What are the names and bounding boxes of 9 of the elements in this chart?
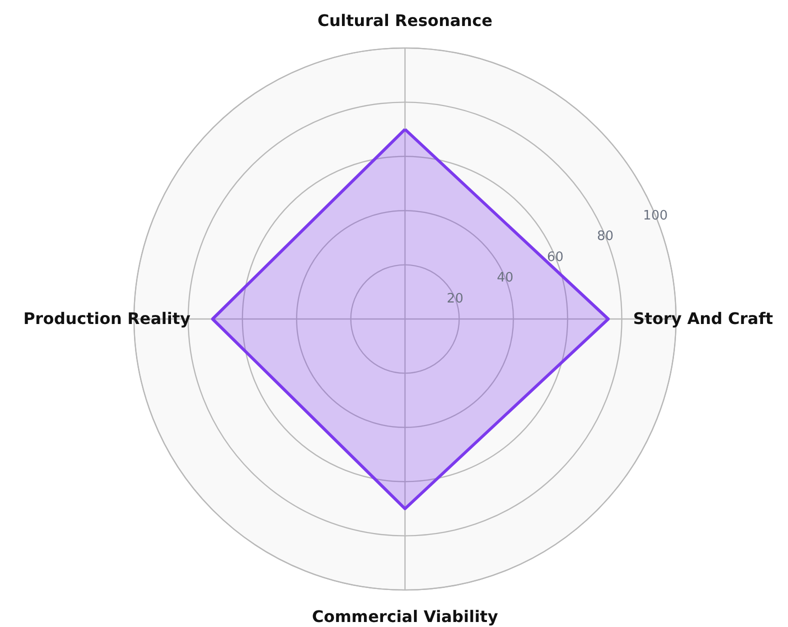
spoke-label: Cultural Resonance <box>318 10 493 30</box>
y-tick-label: 80 <box>597 229 614 244</box>
y-tick-label: 40 <box>496 270 514 286</box>
y-tick-label: 100 <box>642 208 668 224</box>
y-tick-label: 20 <box>446 291 464 306</box>
y-tick-label: 60 <box>546 250 564 265</box>
spoke-label: Production Reality <box>23 309 191 328</box>
spoke-label: Story And Craft <box>633 309 774 328</box>
spoke-label: Commercial Viability <box>312 607 499 626</box>
